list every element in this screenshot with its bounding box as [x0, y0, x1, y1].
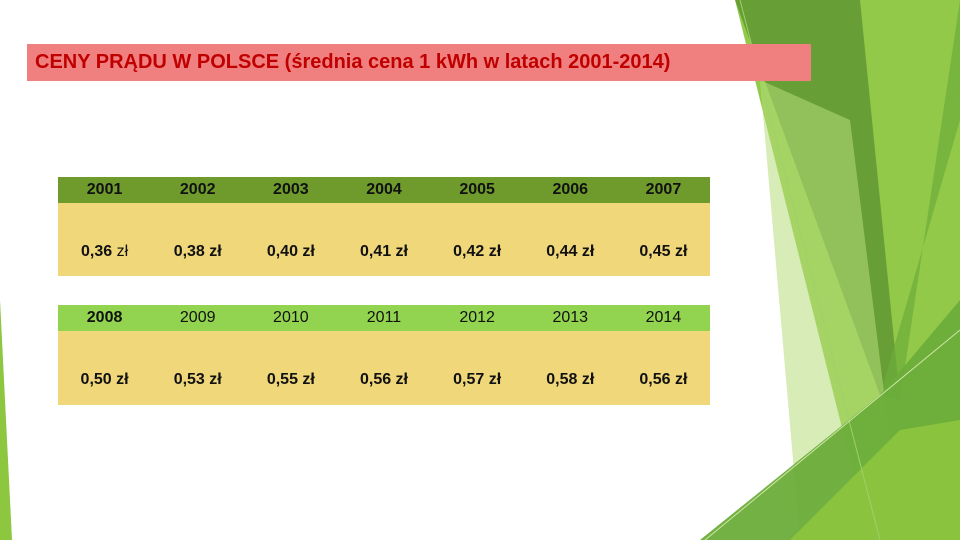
year-cell: 2006 [523, 177, 617, 203]
year-cell: 2002 [151, 177, 245, 203]
year-cell: 2014 [616, 305, 710, 331]
price-table-2008-2014: 2008 2009 2010 2011 2012 2013 2014 0,50 … [58, 305, 710, 405]
price-cell: 0,55 zł [244, 331, 338, 405]
price-cell: 0,38 zł [151, 203, 245, 276]
price-cell: 0,56 zł [616, 331, 710, 405]
price-cell: 0,50 zł [58, 331, 152, 405]
year-cell: 2010 [244, 305, 338, 331]
year-cell: 2008 [58, 305, 152, 331]
year-cell: 2009 [151, 305, 245, 331]
price-cell: 0,58 zł [523, 331, 617, 405]
price-cell: 0,45 zł [616, 203, 710, 276]
price-cell: 0,44 zł [523, 203, 617, 276]
year-cell: 2005 [430, 177, 524, 203]
year-cell: 2003 [244, 177, 338, 203]
year-cell: 2012 [430, 305, 524, 331]
year-cell: 2013 [523, 305, 617, 331]
price-cell: 0,40 zł [244, 203, 338, 276]
year-cell: 2001 [58, 177, 152, 203]
price-value: 0,36 [80, 242, 113, 260]
year-row: 2001 2002 2003 2004 2005 2006 2007 [58, 177, 710, 203]
price-cell: 0,56 zł [337, 331, 431, 405]
price-unit: zł [116, 242, 129, 260]
price-cell: 0,53 zł [151, 331, 245, 405]
title-banner: CENY PRĄDU W POLSCE (średnia cena 1 kWh … [27, 44, 811, 81]
price-row: 0,50 zł 0,53 zł 0,55 zł 0,56 zł 0,57 zł … [58, 331, 710, 405]
price-row: 0,36 zł 0,38 zł 0,40 zł 0,41 zł 0,42 zł … [58, 203, 710, 276]
page-title: CENY PRĄDU W POLSCE (średnia cena 1 kWh … [35, 51, 671, 73]
price-cell: 0,36 zł [58, 203, 152, 276]
price-cell: 0,42 zł [430, 203, 524, 276]
year-row: 2008 2009 2010 2011 2012 2013 2014 [58, 305, 710, 331]
price-cell: 0,57 zł [430, 331, 524, 405]
year-cell: 2004 [337, 177, 431, 203]
price-table-2001-2007: 2001 2002 2003 2004 2005 2006 2007 0,36 … [58, 177, 710, 276]
year-cell: 2007 [616, 177, 710, 203]
price-cell: 0,41 zł [337, 203, 431, 276]
year-cell: 2011 [337, 305, 431, 331]
